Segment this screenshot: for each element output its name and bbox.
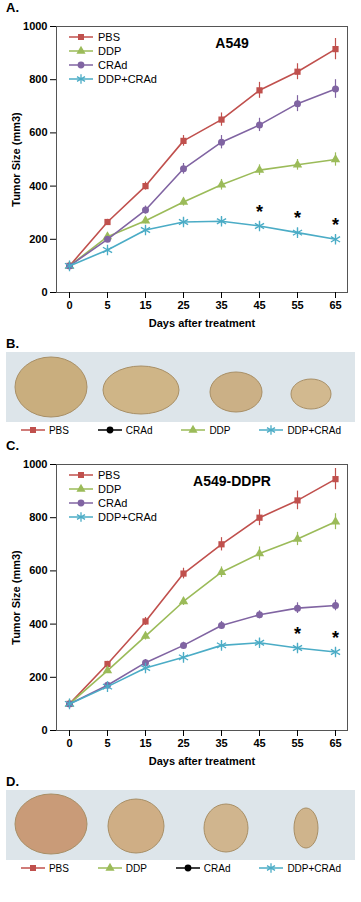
svg-text:5: 5 bbox=[104, 737, 110, 749]
svg-text:Days after treatment: Days after treatment bbox=[149, 317, 256, 329]
html-text:DDP+CRAd: DDP+CRAd bbox=[287, 862, 341, 874]
html-text:PBS: PBS bbox=[98, 31, 120, 43]
svg-text:*: * bbox=[294, 208, 301, 228]
svg-text:25: 25 bbox=[177, 299, 189, 311]
svg-text:45: 45 bbox=[253, 737, 265, 749]
html-text:DDP: DDP bbox=[209, 424, 231, 436]
svg-text:25: 25 bbox=[177, 737, 189, 749]
html-text:PBS: PBS bbox=[48, 862, 69, 874]
html-text:PBS: PBS bbox=[48, 424, 69, 436]
svg-text:35: 35 bbox=[215, 299, 227, 311]
html-text:B.: B. bbox=[6, 336, 19, 351]
svg-text:Tumor Size (mm3): Tumor Size (mm3) bbox=[10, 112, 22, 207]
svg-text:0: 0 bbox=[66, 737, 72, 749]
svg-text:35: 35 bbox=[215, 737, 227, 749]
svg-text:200: 200 bbox=[29, 671, 47, 683]
html-text:DDP: DDP bbox=[98, 45, 122, 57]
svg-text:0: 0 bbox=[41, 724, 47, 736]
html-text:DDP+CRAd: DDP+CRAd bbox=[98, 511, 157, 523]
svg-text:65: 65 bbox=[329, 299, 341, 311]
svg-text:Tumor Size (mm3): Tumor Size (mm3) bbox=[10, 550, 22, 645]
svg-text:600: 600 bbox=[29, 126, 47, 138]
svg-text:A549: A549 bbox=[215, 35, 249, 51]
svg-text:400: 400 bbox=[29, 180, 47, 192]
svg-text:55: 55 bbox=[291, 299, 303, 311]
html-text:CRAd: CRAd bbox=[98, 59, 128, 71]
html-text:CRAd: CRAd bbox=[125, 424, 153, 436]
svg-text:*: * bbox=[256, 202, 263, 222]
svg-text:45: 45 bbox=[253, 299, 265, 311]
html-text:CRAd: CRAd bbox=[203, 862, 231, 874]
html-text:DDP: DDP bbox=[125, 862, 147, 874]
svg-text:65: 65 bbox=[329, 737, 341, 749]
svg-text:400: 400 bbox=[29, 618, 47, 630]
svg-text:*: * bbox=[294, 624, 301, 644]
svg-text:*: * bbox=[332, 215, 339, 235]
html-text:DDP+CRAd: DDP+CRAd bbox=[287, 424, 341, 436]
svg-text:5: 5 bbox=[104, 299, 110, 311]
svg-text:A549-DDPR: A549-DDPR bbox=[193, 473, 271, 489]
svg-text:*: * bbox=[332, 628, 339, 648]
html-text:DDP: DDP bbox=[98, 483, 122, 495]
html-text:A.: A. bbox=[6, 0, 19, 15]
svg-text:800: 800 bbox=[29, 73, 47, 85]
html-text:C.: C. bbox=[6, 438, 19, 453]
svg-text:15: 15 bbox=[139, 737, 151, 749]
svg-text:200: 200 bbox=[29, 233, 47, 245]
html-text:D.: D. bbox=[6, 774, 19, 789]
html-text:CRAd: CRAd bbox=[98, 497, 128, 509]
svg-text:800: 800 bbox=[29, 511, 47, 523]
svg-text:1000: 1000 bbox=[23, 458, 47, 470]
svg-text:0: 0 bbox=[66, 299, 72, 311]
svg-text:15: 15 bbox=[139, 299, 151, 311]
html-text:PBS: PBS bbox=[98, 469, 120, 481]
svg-text:600: 600 bbox=[29, 564, 47, 576]
svg-text:Days after treatment: Days after treatment bbox=[149, 755, 256, 767]
svg-text:0: 0 bbox=[41, 286, 47, 298]
html-text:DDP+CRAd: DDP+CRAd bbox=[98, 73, 157, 85]
svg-text:55: 55 bbox=[291, 737, 303, 749]
svg-text:1000: 1000 bbox=[23, 20, 47, 32]
